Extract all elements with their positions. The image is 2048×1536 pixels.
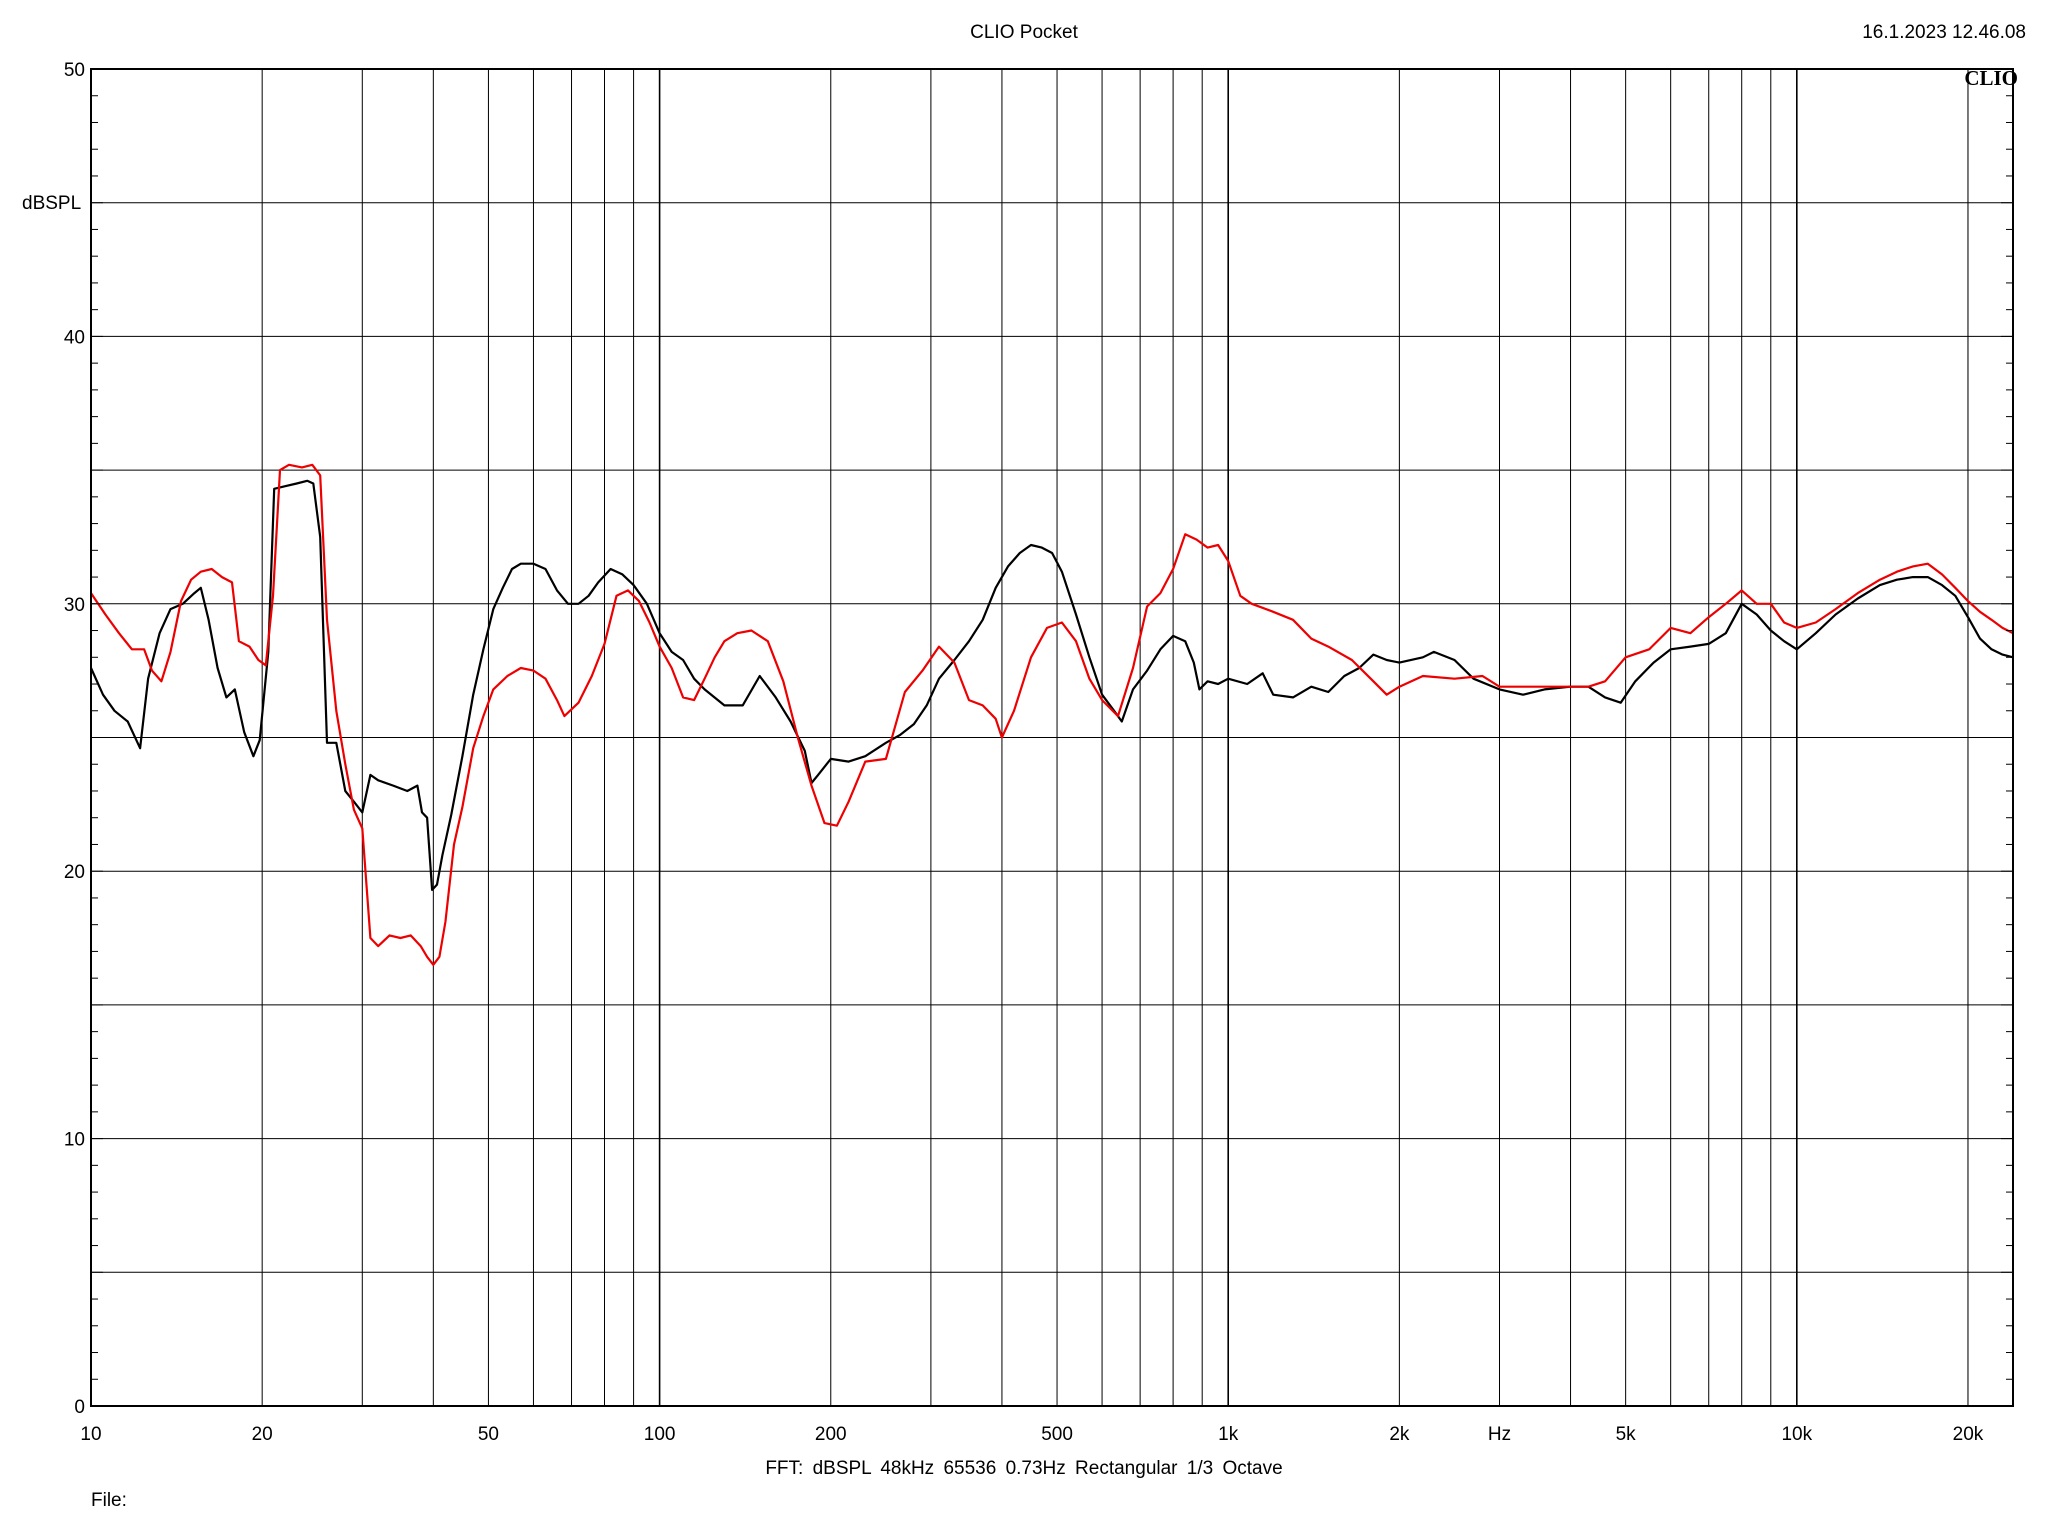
x-tick-label: 20k: [1953, 1424, 1984, 1445]
x-tick-label: 2k: [1389, 1424, 1410, 1445]
tick-labels: 10 20 50 100 200 500 1k 2k 5k 10k 20k Hz 0 10 20 30 40 50: [64, 60, 1984, 1445]
y-tick-label: 30: [64, 595, 85, 616]
y-tick-label: 20: [64, 862, 85, 883]
x-tick-label: 500: [1041, 1424, 1073, 1445]
series-line-1: [89, 479, 2014, 892]
measurement-info: FFT: dBSPL 48kHz 65536 0.73Hz Rectangula…: [765, 1458, 1283, 1479]
y-tick-label: 40: [64, 327, 85, 348]
x-tick-label: 50: [478, 1424, 499, 1445]
y-tick-label: 0: [74, 1397, 85, 1418]
timestamp: 16.1.2023 12.46.08: [1862, 22, 2026, 43]
x-axis-unit-label: Hz: [1488, 1424, 1511, 1445]
y-tick-marks: [91, 68, 2013, 1407]
x-tick-label: 5k: [1616, 1424, 1637, 1445]
y-axis-label: dBSPL: [22, 193, 82, 214]
y-tick-label: 10: [64, 1130, 85, 1151]
x-tick-label: 10k: [1781, 1424, 1812, 1445]
series-line-2: [90, 463, 2014, 966]
x-tick-label: 100: [644, 1424, 676, 1445]
y-tick-label: 50: [64, 60, 85, 81]
x-tick-label: 20: [252, 1424, 273, 1445]
grid-minor: [91, 68, 2013, 1407]
x-tick-label: 1k: [1218, 1424, 1239, 1445]
x-tick-label: 200: [815, 1424, 847, 1445]
series-layer: [89, 463, 2014, 966]
x-tick-label: 10: [80, 1424, 101, 1445]
chart-title: CLIO Pocket: [970, 22, 1078, 43]
file-label: File:: [91, 1490, 127, 1511]
clio-logo: CLIO: [1964, 66, 2018, 90]
